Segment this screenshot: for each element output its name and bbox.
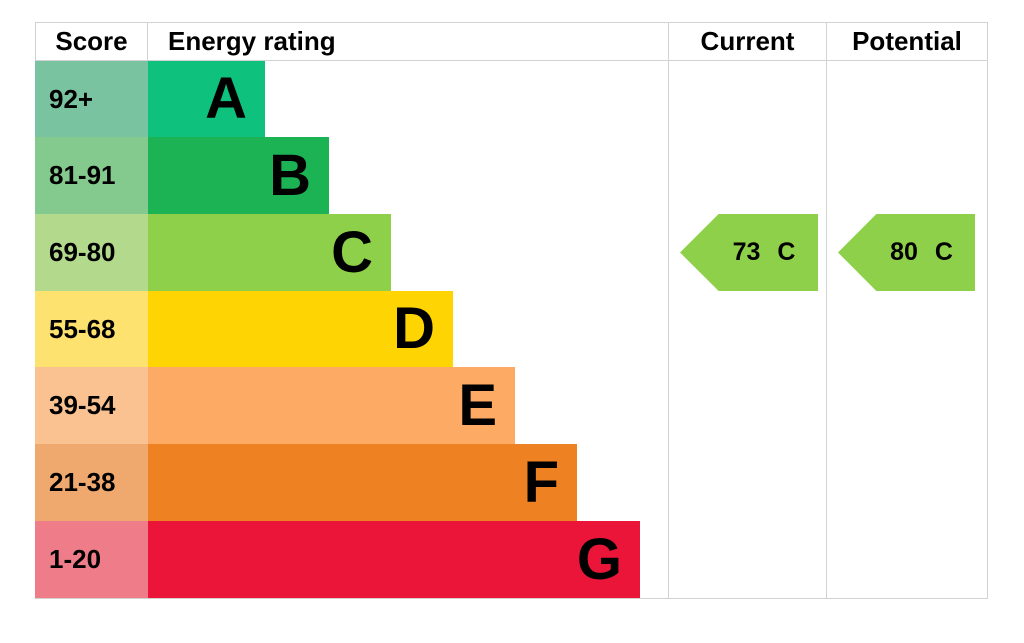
band-letter-f: F — [523, 449, 559, 515]
score-cell-a: 92+ — [35, 61, 148, 137]
band-bar-b: B — [148, 137, 329, 214]
header-potential: Potential — [826, 22, 988, 61]
score-label-e: 39-54 — [49, 390, 116, 420]
band-row-f: 21-38 F — [35, 444, 988, 521]
current-score-value: 73 — [732, 238, 761, 266]
score-cell-d: 55-68 — [35, 291, 148, 367]
score-label-d: 55-68 — [49, 313, 116, 344]
band-bar-d: D — [148, 291, 453, 367]
grid-line-bottom — [35, 598, 988, 599]
score-cell-g: 1-20 — [35, 521, 148, 598]
band-bar-f: F — [148, 444, 577, 521]
band-bar-g: G — [148, 521, 640, 598]
band-row-d: 55-68 D — [35, 291, 988, 367]
header-energy-rating: Energy rating — [147, 22, 669, 61]
grid-line-right-edge — [987, 22, 988, 599]
potential-rating-letter: C — [934, 238, 953, 266]
score-label-f: 21-38 — [49, 467, 116, 497]
current-rating-letter: C — [777, 238, 796, 266]
band-row-g: 1-20 G — [35, 521, 988, 598]
score-label-b: 81-91 — [49, 160, 116, 190]
grid-line-potential-left — [826, 22, 827, 599]
band-letter-e: E — [458, 372, 497, 438]
band-letter-c: C — [331, 219, 373, 285]
score-cell-b: 81-91 — [35, 137, 148, 214]
band-row-c: 69-80 C — [35, 214, 988, 291]
band-row-e: 39-54 E — [35, 367, 988, 444]
score-cell-c: 69-80 — [35, 214, 148, 291]
band-row-a: 92+ A — [35, 61, 988, 137]
score-label-g: 1-20 — [49, 544, 102, 574]
score-cell-e: 39-54 — [35, 367, 148, 444]
score-cell-f: 21-38 — [35, 444, 148, 521]
header-score: Score — [35, 22, 148, 61]
header-current: Current — [668, 22, 827, 61]
band-bar-a: A — [148, 61, 265, 137]
potential-score-value: 80 — [890, 238, 918, 266]
band-letter-b: B — [269, 142, 311, 208]
band-letter-a: A — [205, 66, 247, 131]
band-bar-e: E — [148, 367, 515, 444]
score-label-c: 69-80 — [49, 237, 116, 267]
score-label-a: 92+ — [49, 83, 94, 114]
band-letter-g: G — [576, 526, 622, 592]
band-bar-c: C — [148, 214, 391, 291]
band-row-b: 81-91 B — [35, 137, 988, 214]
band-letter-d: D — [393, 296, 435, 361]
grid-line-current-left — [668, 22, 669, 599]
